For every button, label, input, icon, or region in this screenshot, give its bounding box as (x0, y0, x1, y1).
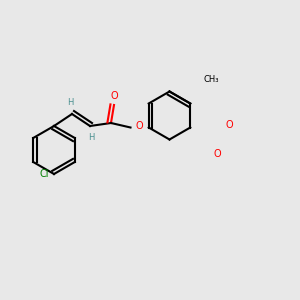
Text: O: O (135, 121, 142, 131)
Text: O: O (226, 119, 233, 130)
Text: CH₃: CH₃ (204, 75, 219, 84)
Text: Cl: Cl (40, 169, 50, 179)
Text: O: O (110, 91, 118, 100)
Text: H: H (67, 98, 74, 107)
Text: O: O (214, 148, 221, 158)
Text: H: H (88, 133, 95, 142)
